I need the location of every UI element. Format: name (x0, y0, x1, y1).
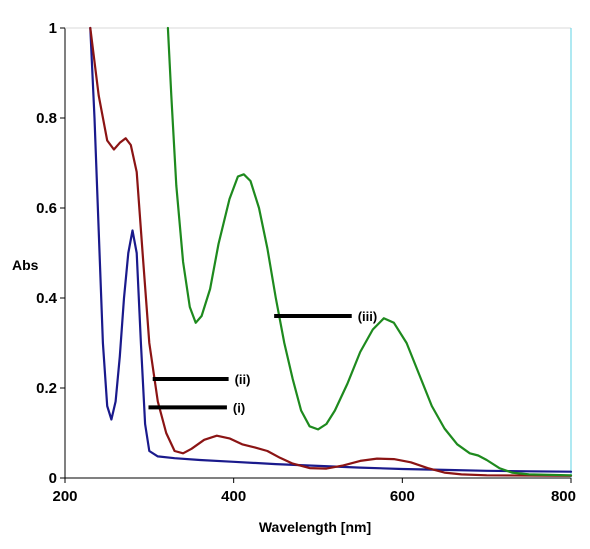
y-tick-label: 0.8 (36, 110, 57, 127)
tick-layer: 0 0.2 0.4 0.6 0.8 1 200 400 600 800 (36, 20, 576, 505)
x-tick-label: 600 (390, 488, 415, 505)
x-tick-label: 800 (551, 488, 576, 505)
x-tick-label: 400 (221, 488, 246, 505)
series-line-ii (89, 26, 573, 477)
x-axis-title: Wavelength [nm] (259, 519, 371, 535)
y-tick-label: 1 (49, 20, 57, 37)
plot-frame (64, 27, 572, 479)
series-line-i (89, 26, 573, 473)
series-line-iii (166, 26, 573, 477)
annotation-label: (iii) (358, 309, 378, 324)
annotation-layer: (i) (ii) (iii) (148, 309, 377, 415)
annotation-label: (ii) (235, 372, 251, 387)
y-tick-label: 0.2 (36, 380, 57, 397)
series-layer (89, 26, 573, 477)
annotation-label: (i) (233, 400, 245, 415)
y-tick-label: 0.6 (36, 200, 57, 217)
y-tick-label: 0 (49, 470, 57, 487)
x-tick-label: 200 (52, 488, 77, 505)
y-axis-title: Abs (12, 257, 39, 273)
y-tick-label: 0.4 (36, 290, 58, 307)
